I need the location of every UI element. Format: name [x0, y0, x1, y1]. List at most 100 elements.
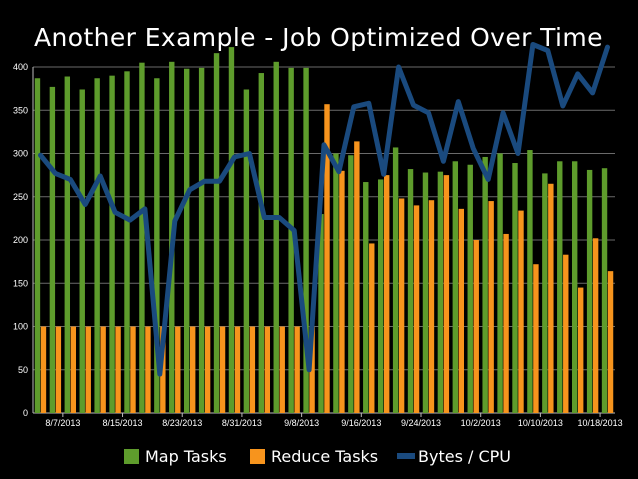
y-tick-label: 100: [13, 322, 28, 332]
map-tasks-bar: [228, 47, 235, 413]
map-tasks-bar: [392, 147, 399, 413]
map-tasks-bar: [183, 68, 190, 413]
map-tasks-bar: [348, 155, 354, 414]
map-tasks-bar: [318, 214, 324, 413]
reduce-tasks-bar: [383, 175, 390, 413]
x-tick-label: 9/16/2013: [341, 418, 381, 428]
legend-label: Map Tasks: [145, 447, 227, 466]
reduce-tasks-bar: [279, 326, 285, 413]
reduce-tasks-bar: [458, 208, 465, 413]
y-tick-label: 0: [23, 408, 28, 418]
legend: Map Tasks Reduce Tasks Bytes / CPU: [124, 447, 511, 466]
y-tick-label: 350: [13, 105, 28, 115]
reduce-tasks-bar: [145, 326, 151, 413]
reduce-tasks-bar: [518, 210, 524, 413]
map-tasks-bar: [467, 164, 473, 413]
legend-swatch: [397, 453, 415, 459]
reduce-tasks-bar: [428, 200, 435, 413]
reduce-tasks-bar: [189, 326, 196, 413]
reduce-tasks-bar: [204, 326, 211, 413]
reduce-tasks-bar: [398, 198, 405, 413]
x-tick-label: 10/18/2013: [578, 418, 623, 428]
map-tasks-bar: [377, 179, 384, 413]
reduce-tasks-bar: [249, 326, 256, 413]
reduce-tasks-bar: [40, 326, 47, 413]
y-tick-label: 250: [13, 192, 28, 202]
map-tasks-bar: [571, 161, 578, 413]
y-tick-label: 200: [13, 235, 28, 245]
map-tasks-bar: [258, 73, 265, 414]
reduce-tasks-bar: [413, 205, 420, 413]
reduce-tasks-bar: [130, 326, 136, 413]
map-tasks-bar: [482, 156, 488, 413]
y-tick-label: 50: [18, 365, 28, 375]
map-tasks-bar: [198, 67, 205, 414]
reduce-tasks-bar: [339, 170, 345, 413]
map-tasks-bar: [34, 78, 41, 414]
legend-swatch: [250, 449, 265, 464]
x-tick-label: 8/15/2013: [103, 418, 143, 428]
map-tasks-bar: [407, 169, 414, 413]
map-tasks-bar: [154, 78, 160, 414]
x-tick-label: 10/2/2013: [461, 418, 501, 428]
x-tick-label: 9/8/2013: [284, 418, 319, 428]
map-tasks-bar: [139, 62, 145, 414]
bars: [34, 47, 614, 414]
slide-title: Another Example - Job Optimized Over Tim…: [34, 23, 603, 52]
y-tick-label: 150: [13, 278, 28, 288]
reduce-tasks-bar: [234, 326, 241, 413]
map-tasks-bar: [79, 89, 85, 414]
x-tick-label: 9/24/2013: [401, 418, 441, 428]
reduce-tasks-bar: [309, 326, 315, 413]
map-tasks-bar: [124, 71, 130, 413]
reduce-tasks-bar: [488, 201, 494, 413]
reduce-tasks-bar: [70, 326, 77, 413]
reduce-tasks-bar: [294, 326, 300, 413]
reduce-tasks-bar: [160, 326, 166, 413]
reduce-tasks-bar: [264, 326, 271, 413]
map-tasks-bar: [527, 150, 533, 414]
reduce-tasks-bar: [533, 264, 539, 413]
map-tasks-bar: [303, 67, 309, 414]
legend-swatch: [124, 449, 139, 464]
reduce-tasks-bar: [324, 104, 330, 413]
reduce-tasks-bar: [548, 183, 554, 413]
map-tasks-bar: [273, 61, 279, 414]
map-tasks-bar: [363, 182, 369, 413]
map-tasks-bar: [49, 86, 56, 414]
reduce-tasks-bar: [503, 233, 509, 413]
map-tasks-bar: [586, 169, 593, 413]
map-tasks-bar: [243, 89, 250, 414]
y-axis: 0 50 100 150 200 250 300 350 400: [13, 62, 615, 418]
map-tasks-bar: [437, 171, 444, 413]
x-tick-label: 10/10/2013: [518, 418, 563, 428]
x-axis: 8/7/2013 8/15/2013 8/23/2013 8/31/2013 9/8/2…: [45, 413, 623, 428]
map-tasks-bar: [333, 153, 339, 413]
x-tick-label: 8/23/2013: [162, 418, 202, 428]
y-tick-label: 300: [13, 149, 28, 159]
legend-label: Reduce Tasks: [271, 447, 378, 466]
map-tasks-bar: [542, 173, 548, 413]
x-tick-label: 8/31/2013: [222, 418, 262, 428]
bytes-per-cpu-line: [38, 42, 610, 377]
reduce-tasks-bar: [55, 326, 62, 413]
reduce-tasks-bar: [577, 287, 584, 413]
reduce-tasks-bar: [592, 238, 599, 413]
map-tasks-bar: [512, 163, 518, 413]
reduce-tasks-bar: [563, 254, 569, 413]
map-tasks-bar: [601, 168, 608, 413]
x-tick-label: 8/7/2013: [45, 418, 80, 428]
reduce-tasks-bar: [443, 175, 450, 413]
map-tasks-bar: [288, 67, 294, 414]
map-tasks-bar: [497, 153, 503, 413]
map-tasks-bar: [64, 76, 71, 413]
map-tasks-bar: [94, 78, 100, 414]
map-tasks-bar: [109, 75, 115, 414]
map-tasks-bar: [213, 53, 220, 413]
reduce-tasks-bar: [219, 326, 226, 413]
reduce-tasks-bar: [175, 326, 181, 413]
y-tick-label: 400: [13, 62, 28, 72]
reduce-tasks-bar: [369, 243, 375, 413]
reduce-tasks-bar: [607, 271, 614, 413]
